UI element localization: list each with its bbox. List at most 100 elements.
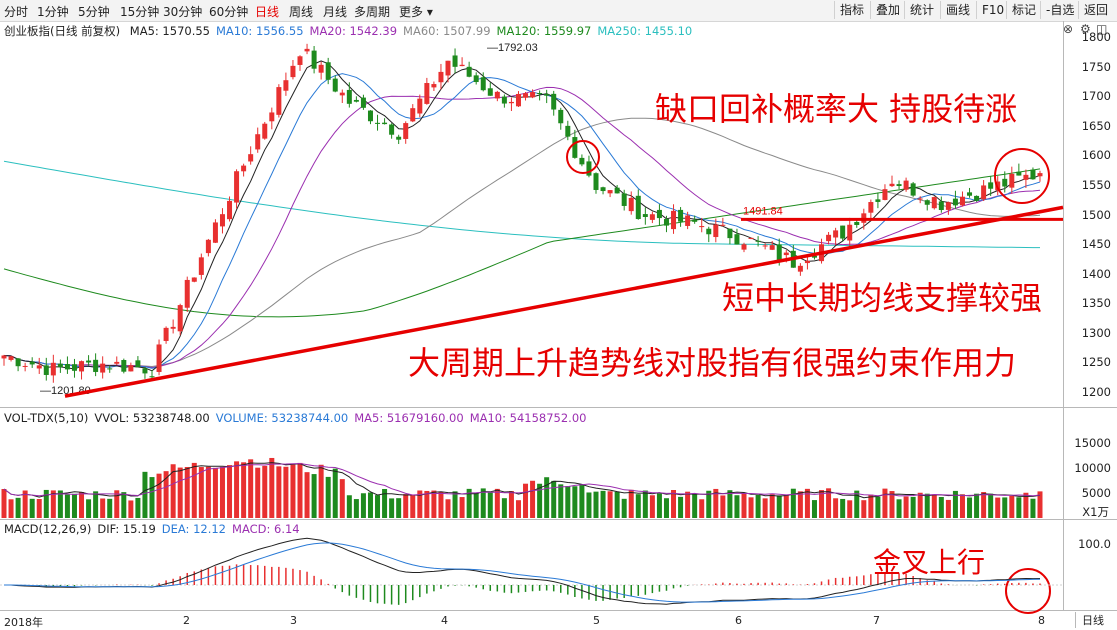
candle-body [699,226,705,228]
price-panel-title: 创业板指(日线 前复权) [4,24,121,38]
volume-bar [769,494,775,518]
candle-body [71,364,77,371]
candle-body [713,224,719,238]
candle-body [57,363,63,368]
volume-bar [910,496,916,518]
period-button[interactable]: 日线 [1075,612,1110,628]
candle-body [156,344,162,372]
volume-bar [297,462,303,518]
candle-body [501,96,507,104]
period-tab-9[interactable]: 多周期 [354,5,391,19]
period-tab-1[interactable]: 1分钟 [37,5,69,19]
x-axis-label: 2018年 [4,616,43,629]
volume-bar [487,492,493,518]
candle-body [431,84,437,88]
candle-body [149,376,155,378]
candle-body [741,244,747,250]
volume-bar [833,498,839,518]
toolbar-button-7[interactable]: 返回 [1078,1,1113,19]
candle-body [875,199,881,202]
volume-bar [382,488,388,518]
x-axis-label: 3 [290,614,297,627]
ma-label-1: MA10: 1556.55 [216,24,304,38]
candle-body [988,182,994,189]
volume-bar [459,497,465,518]
candle-body [64,364,70,370]
toolbar-button-6[interactable]: -自选 [1040,1,1079,19]
price-y-tick: 1700 [1081,89,1111,104]
candle-body [86,360,92,363]
period-tab-8[interactable]: 月线 [323,5,348,19]
period-tab-7[interactable]: 周线 [289,5,314,19]
period-tab-6[interactable]: 日线 [255,5,280,19]
volume-bar [1009,495,1015,518]
candle-body [678,209,684,222]
volume-bar [332,468,338,518]
toolbar-button-1[interactable]: 叠加 [870,1,905,19]
candle-body [163,327,169,341]
annotation-golden-cross: 金叉上行 [873,546,986,579]
candle-body [508,101,514,104]
close-icon[interactable]: ⊗ [1063,22,1074,36]
candle-body [205,239,211,254]
macd-label-0: MACD(12,26,9) [4,522,92,536]
volume-bar [121,492,127,518]
period-tab-4[interactable]: 30分钟 [163,5,203,19]
candle-body [783,252,789,256]
candle-body [304,48,310,52]
volume-bar [988,493,994,518]
toolbar-button-5[interactable]: 标记 [1006,1,1041,19]
volume-bar [86,499,92,518]
ma120-line [3,168,1041,318]
volume-bar [71,493,77,518]
candle-body [811,255,817,258]
volume-bar [22,490,28,518]
toolbar-button-2[interactable]: 统计 [904,1,939,19]
period-tab-3[interactable]: 15分钟 [120,5,160,19]
price-y-tick: 1600 [1081,148,1111,163]
x-axis-label: 4 [441,614,448,627]
volume-bar [360,493,366,518]
candle-body [396,136,402,140]
toolbar-button-0[interactable]: 指标 [834,1,869,19]
gap-value-label: 1491.84 [743,205,783,217]
volume-bar [142,471,148,518]
candle-body [241,165,247,172]
period-tab-0[interactable]: 分时 [4,5,29,19]
candle-body [671,210,677,230]
period-tab-5[interactable]: 60分钟 [209,5,249,19]
period-tab-2[interactable]: 5分钟 [78,5,110,19]
volume-bar [64,494,70,518]
macd-y-tick: 100.0 [1078,537,1111,551]
volume-bar [424,490,430,518]
ma-label-2: MA20: 1542.39 [309,24,398,38]
candle-body [537,93,543,95]
ma-label-4: MA120: 1559.97 [496,24,592,38]
volume-bar [523,483,529,518]
candle-body [572,137,578,158]
candle-body [79,361,85,372]
volume-bar [628,489,634,518]
macd-cross-circle [1005,568,1051,614]
volume-bar [43,489,49,518]
volume-bar [276,466,282,518]
volume-bar [57,490,63,518]
x-axis-label: 6 [735,614,742,627]
volume-bar [537,483,543,518]
volume-bar [15,497,21,518]
volume-bar [854,490,860,518]
toolbar-button-3[interactable]: 画线 [940,1,975,19]
volume-bar [903,496,909,518]
period-tab-10[interactable]: 更多 ▾ [399,5,433,19]
candle-body [551,93,557,110]
toolbar-button-4[interactable]: F10 [976,1,1009,19]
resize-icon[interactable]: ◫ [1096,22,1108,36]
volume-bar [811,500,817,518]
volume-bar [790,488,796,518]
ma-label-0: MA5: 1570.55 [129,24,210,38]
gear-icon[interactable]: ⚙ [1080,22,1091,36]
candle-body [628,197,634,212]
volume-label-4: MA10: 54158752.00 [469,411,587,425]
candle-body [212,222,218,243]
candle-body [466,66,472,77]
